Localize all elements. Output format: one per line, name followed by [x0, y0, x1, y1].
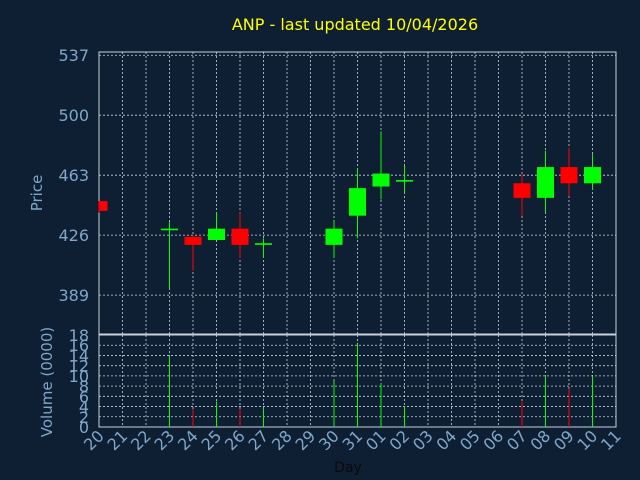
- volume-tick-label: 14: [69, 346, 89, 365]
- volume-tick-label: 10: [69, 367, 89, 386]
- price-axis-label: Price: [28, 175, 46, 212]
- volume-tick-label: 0: [79, 418, 89, 437]
- volume-tick-label: 2: [79, 408, 89, 427]
- price-tick-label: 463: [58, 166, 89, 185]
- candles: [98, 131, 601, 289]
- candle-body: [184, 236, 202, 245]
- x-tick-labels: 2021222324252627282930310102030405060708…: [80, 426, 625, 454]
- candle-body: [349, 188, 366, 216]
- price-tick-label: 500: [58, 106, 89, 125]
- volume-tick-label: 4: [79, 398, 89, 417]
- volume-tick-label: 18: [69, 326, 89, 345]
- candle-body: [99, 201, 108, 211]
- price-tick-labels: 389 426 463 500 537: [58, 46, 89, 305]
- candle-body: [584, 167, 601, 184]
- volume-bars: [169, 342, 593, 427]
- candle-body: [231, 228, 249, 245]
- volume-axis-label: Volume (0000): [38, 327, 56, 437]
- volume-tick-label: 12: [69, 357, 89, 376]
- candle-body: [325, 228, 343, 245]
- candle-body: [161, 228, 178, 231]
- candle-body: [396, 180, 413, 182]
- price-tick-label: 537: [58, 46, 89, 65]
- candle-body: [372, 173, 390, 187]
- x-tick-label: 11: [597, 426, 625, 454]
- candle-body: [208, 228, 225, 240]
- volume-tick-label: 8: [79, 377, 89, 396]
- price-tick-label: 389: [58, 286, 89, 305]
- volume-tick-label: 6: [79, 387, 89, 406]
- x-axis-label: Day: [334, 460, 362, 476]
- candle-body: [537, 167, 554, 198]
- candle-body: [513, 183, 531, 198]
- price-frame: [98, 51, 617, 335]
- price-tick-label: 426: [58, 226, 89, 245]
- candle-body: [255, 243, 272, 245]
- chart-title: ANP - last updated 10/04/2026: [232, 15, 478, 34]
- candle-body: [560, 167, 578, 184]
- volume-tick-label: 16: [69, 336, 89, 355]
